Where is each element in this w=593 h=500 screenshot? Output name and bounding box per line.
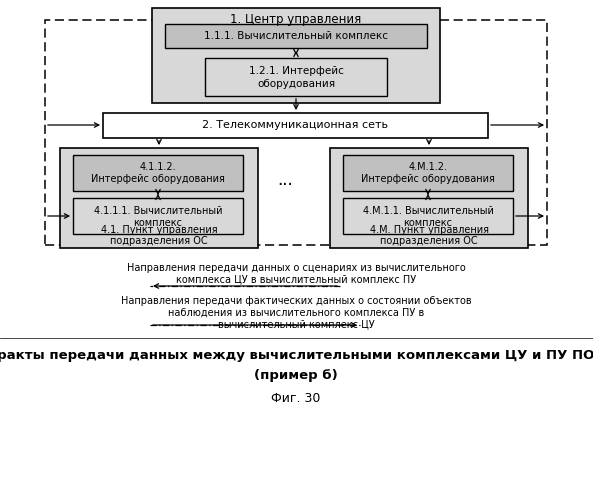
Text: 4.1. Пункт управления: 4.1. Пункт управления xyxy=(101,225,217,235)
Bar xyxy=(205,58,387,96)
Bar xyxy=(152,8,440,103)
Text: Фиг. 30: Фиг. 30 xyxy=(272,392,321,404)
Text: 4.М.1.2.: 4.М.1.2. xyxy=(409,162,448,172)
Text: комплекс: комплекс xyxy=(133,218,183,228)
Bar xyxy=(73,198,243,234)
Text: Тракты передачи данных между вычислительными комплексами ЦУ и ПУ ПОС: Тракты передачи данных между вычислитель… xyxy=(0,348,593,362)
Text: 1.2.1. Интерфейс: 1.2.1. Интерфейс xyxy=(248,66,343,76)
Text: ...: ... xyxy=(277,171,293,189)
Text: Интерфейс оборудования: Интерфейс оборудования xyxy=(91,174,225,184)
Text: Направления передачи данных о сценариях из вычислительного
комплекса ЦУ в вычисл: Направления передачи данных о сценариях … xyxy=(127,263,466,284)
Text: 4.М.1.1. Вычислительный: 4.М.1.1. Вычислительный xyxy=(362,206,493,216)
Text: 4.1.1.2.: 4.1.1.2. xyxy=(140,162,176,172)
Bar xyxy=(165,24,427,48)
Text: 4.1.1.1. Вычислительный: 4.1.1.1. Вычислительный xyxy=(94,206,222,216)
Text: оборудования: оборудования xyxy=(257,79,335,89)
Text: 2. Телекоммуникационная сеть: 2. Телекоммуникационная сеть xyxy=(202,120,388,130)
Text: подразделения ОС: подразделения ОС xyxy=(380,236,478,246)
Text: 1.1.1. Вычислительный комплекс: 1.1.1. Вычислительный комплекс xyxy=(204,31,388,41)
Text: (пример б): (пример б) xyxy=(254,368,338,382)
Bar xyxy=(330,148,528,248)
Bar xyxy=(103,113,488,138)
Bar xyxy=(60,148,258,248)
Bar xyxy=(343,198,513,234)
Text: 4.М. Пункт управления: 4.М. Пункт управления xyxy=(369,225,489,235)
Bar xyxy=(343,155,513,191)
Text: подразделения ОС: подразделения ОС xyxy=(110,236,208,246)
Text: 1. Центр управления: 1. Центр управления xyxy=(230,12,362,26)
Bar xyxy=(73,155,243,191)
Text: Интерфейс оборудования: Интерфейс оборудования xyxy=(361,174,495,184)
Text: комплекс: комплекс xyxy=(403,218,452,228)
Text: Направления передачи фактических данных о состоянии объектов
наблюдения из вычис: Направления передачи фактических данных … xyxy=(121,296,471,329)
Bar xyxy=(45,20,547,245)
